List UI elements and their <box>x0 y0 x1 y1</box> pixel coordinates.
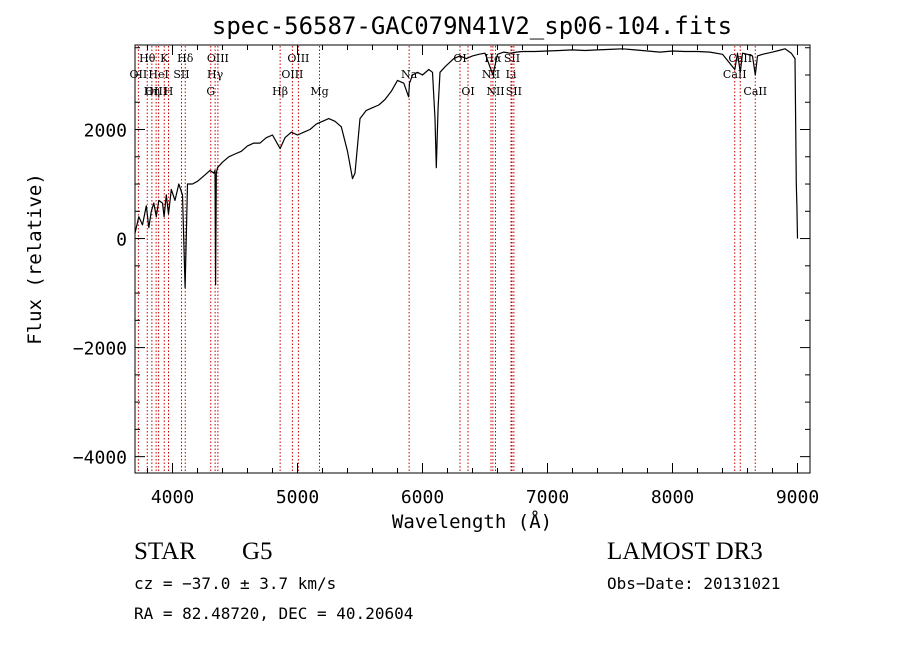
y-axis: −4000 −2000 0 2000 <box>73 47 810 469</box>
line-marker-label: G <box>206 85 215 98</box>
observation-date: Obs−Date: 20131021 <box>607 574 781 593</box>
line-marker-label: SII <box>504 52 520 65</box>
redshift-cz: cz = −37.0 ± 3.7 km/s <box>134 574 337 593</box>
x-axis-label: Wavelength (Å) <box>392 510 552 533</box>
line-marker-label: K <box>160 52 169 65</box>
x-tick-label: 9000 <box>776 487 819 508</box>
line-marker-label: NII <box>486 85 504 98</box>
line-marker-label: SII <box>173 68 189 81</box>
line-marker-label: OI <box>461 85 474 98</box>
y-axis-label: Flux (relative) <box>24 173 46 345</box>
x-tick-label: 4000 <box>151 487 194 508</box>
y-tick-label: −4000 <box>73 448 127 469</box>
line-marker-label: OI <box>453 52 466 65</box>
y-tick-label: 2000 <box>84 121 127 142</box>
line-marker-label: Hη <box>144 85 160 98</box>
line-marker-label: CaII <box>743 85 767 98</box>
line-marker-label: Li <box>506 68 517 81</box>
line-marker-label: OIII <box>287 52 309 65</box>
x-tick-label: 7000 <box>526 487 569 508</box>
line-marker-label: SII <box>506 85 522 98</box>
x-tick-label: 8000 <box>651 487 694 508</box>
line-marker-label: Hθ <box>139 52 156 65</box>
survey-name: LAMOST DR3 <box>607 538 763 565</box>
line-marker-label: Hγ <box>207 68 224 81</box>
line-marker-label: Mg <box>310 85 328 98</box>
spectrum-line <box>134 48 799 289</box>
plot-frame <box>134 44 811 474</box>
line-marker-label: OIII <box>207 52 229 65</box>
object-subclass: G5 <box>242 538 273 565</box>
line-marker-label: HeI <box>148 68 168 81</box>
line-marker-label: OIII <box>281 68 303 81</box>
y-tick-label: −2000 <box>73 339 127 360</box>
x-tick-label: 6000 <box>401 487 444 508</box>
line-marker-label: Hδ <box>177 52 194 65</box>
y-tick-label: 0 <box>116 230 127 251</box>
line-marker-label: OIII <box>145 85 167 98</box>
line-marker-label: CaII <box>728 52 752 65</box>
x-tick-label: 5000 <box>276 487 319 508</box>
x-axis: 4000 5000 6000 7000 8000 9000 <box>147 45 819 508</box>
chart-title: spec-56587-GAC079N41V2_sp06-104.fits <box>212 12 732 40</box>
line-marker-label: H <box>164 85 174 98</box>
object-class: STAR <box>134 538 196 565</box>
line-marker-label: Hβ <box>272 85 288 98</box>
line-marker-label: Na <box>401 68 418 81</box>
coordinates-ra-dec: RA = 82.48720, DEC = 40.20604 <box>134 604 414 623</box>
